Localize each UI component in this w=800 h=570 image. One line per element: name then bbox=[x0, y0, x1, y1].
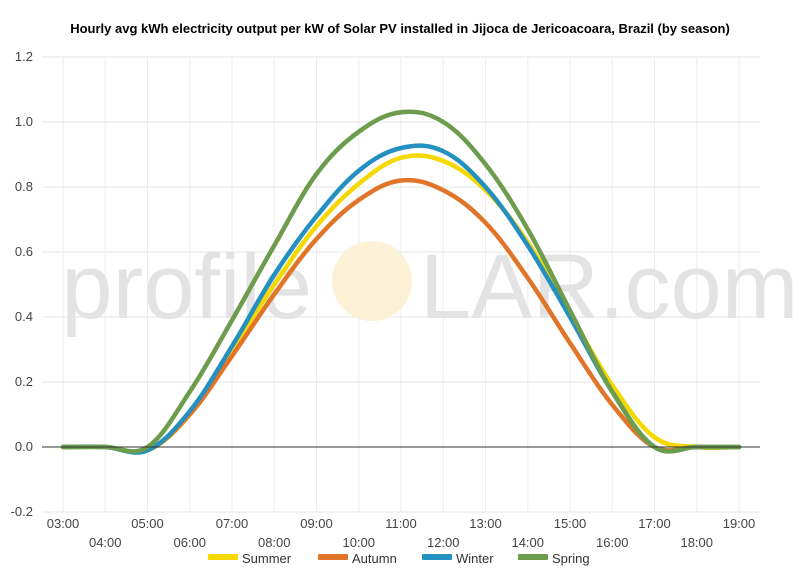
x-tick-label: 06:00 bbox=[173, 535, 206, 550]
y-tick-label: -0.2 bbox=[11, 504, 33, 519]
legend-item-summer: Summer bbox=[208, 551, 292, 566]
series-lines bbox=[60, 109, 742, 455]
x-tick-label: 13:00 bbox=[469, 516, 502, 531]
y-tick-label: 0.6 bbox=[15, 244, 33, 259]
axes: 1.2 1.0 0.8 0.6 0.4 0.2 0.0 -0.2 03:00 04:00 05:00… bbox=[11, 49, 760, 550]
legend: Summer Autumn Winter Spring bbox=[208, 551, 590, 566]
x-tick-label: 17:00 bbox=[638, 516, 671, 531]
y-tick-label: 0.0 bbox=[15, 439, 33, 454]
legend-label-summer: Summer bbox=[242, 551, 292, 566]
chart-title: Hourly avg kWh electricity output per kW… bbox=[70, 21, 730, 36]
x-tick-label: 19:00 bbox=[723, 516, 756, 531]
watermark: profile LAR.com bbox=[61, 236, 798, 338]
x-tick-label: 16:00 bbox=[596, 535, 629, 550]
y-tick-label: 0.2 bbox=[15, 374, 33, 389]
x-tick-label: 18:00 bbox=[680, 535, 713, 550]
legend-item-spring: Spring bbox=[518, 551, 590, 566]
legend-label-winter: Winter bbox=[456, 551, 494, 566]
y-tick-label: 1.2 bbox=[15, 49, 33, 64]
legend-item-winter: Winter bbox=[422, 551, 494, 566]
legend-swatch-winter bbox=[422, 554, 452, 560]
x-tick-label: 08:00 bbox=[258, 535, 291, 550]
y-tick-label: 1.0 bbox=[15, 114, 33, 129]
watermark-text-right: LAR.com bbox=[420, 236, 798, 338]
watermark-sun-icon bbox=[332, 241, 412, 321]
x-tick-label: 03:00 bbox=[47, 516, 80, 531]
x-tick-label: 15:00 bbox=[554, 516, 587, 531]
x-tick-label: 11:00 bbox=[385, 516, 417, 531]
x-tick-label: 14:00 bbox=[511, 535, 544, 550]
y-tick-label: 0.4 bbox=[15, 309, 33, 324]
x-tick-label: 05:00 bbox=[131, 516, 164, 531]
legend-item-autumn: Autumn bbox=[318, 551, 397, 566]
legend-label-spring: Spring bbox=[552, 551, 590, 566]
x-tick-label: 12:00 bbox=[427, 535, 460, 550]
legend-swatch-spring bbox=[518, 554, 548, 560]
series-line-spring bbox=[60, 109, 742, 454]
legend-label-autumn: Autumn bbox=[352, 551, 397, 566]
x-tick-label: 10:00 bbox=[342, 535, 375, 550]
x-tick-label: 07:00 bbox=[216, 516, 249, 531]
legend-swatch-summer bbox=[208, 554, 238, 560]
legend-swatch-autumn bbox=[318, 554, 348, 560]
x-tick-label: 04:00 bbox=[89, 535, 122, 550]
x-tick-label: 09:00 bbox=[300, 516, 333, 531]
y-tick-label: 0.8 bbox=[15, 179, 33, 194]
